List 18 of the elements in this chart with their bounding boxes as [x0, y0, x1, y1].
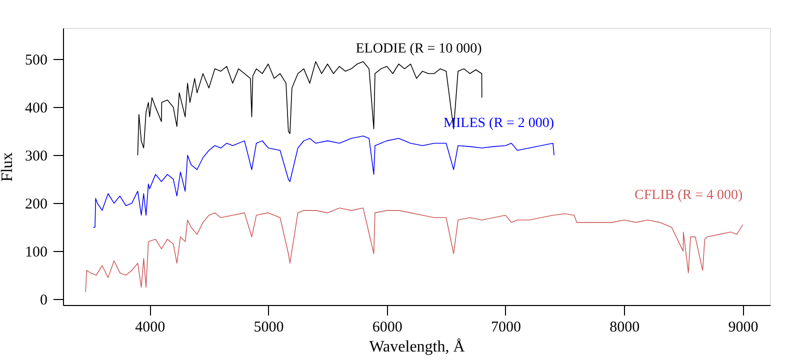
y-tick-label: 100	[25, 244, 48, 261]
x-axis-title: Wavelength, Å	[369, 338, 466, 356]
series-label: CFLIB (R = 4 000)	[634, 188, 744, 204]
y-tick-label: 500	[25, 52, 48, 69]
y-tick-label: 200	[25, 196, 48, 213]
line-series	[92, 136, 555, 228]
x-tick-label: 9000	[728, 320, 758, 336]
line-series	[85, 208, 744, 292]
x-tick-label: 7000	[490, 320, 521, 336]
x-tick-label: 8000	[610, 320, 640, 336]
x-tick-label: 6000	[372, 320, 402, 336]
y-axis-title: Flux	[0, 152, 16, 182]
x-tick-label: 5000	[254, 320, 284, 336]
y-tick-label: 400	[25, 100, 48, 117]
series-label: ELODIE (R = 10 000)	[356, 42, 482, 57]
x-tick-label: 4000	[135, 320, 166, 336]
y-tick-label: 300	[25, 148, 48, 165]
y-tick-label: 0	[40, 292, 48, 309]
